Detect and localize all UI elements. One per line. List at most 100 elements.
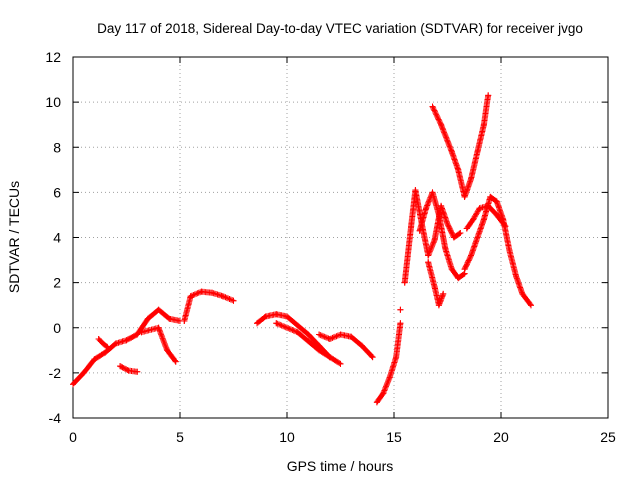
grid (73, 57, 608, 418)
data-trace (429, 92, 492, 200)
data-point (474, 234, 481, 241)
data-point (219, 293, 226, 300)
data-point (144, 315, 151, 322)
data-series-group (461, 193, 534, 309)
data-point (294, 322, 301, 329)
y-tick-label: -4 (49, 410, 62, 426)
data-point (423, 205, 430, 212)
y-tick-label: -2 (49, 365, 62, 381)
data-point (480, 121, 487, 128)
data-point (147, 327, 153, 333)
data-point (104, 343, 111, 350)
data-point (155, 324, 162, 331)
data-point (348, 333, 355, 340)
chart-title: Day 117 of 2018, Sidereal Day-to-day VTE… (97, 21, 583, 36)
data-point (164, 347, 171, 354)
data-point (198, 288, 205, 295)
data-point (112, 340, 119, 347)
data-point (476, 205, 483, 212)
data-point (358, 342, 365, 349)
data-point (393, 354, 400, 361)
data-point (397, 306, 404, 313)
data-point (502, 223, 509, 230)
data-trace (461, 193, 534, 309)
data-point (468, 175, 474, 182)
data-point (435, 211, 442, 218)
data-point (316, 331, 323, 338)
data-point (480, 216, 487, 223)
data-point (294, 329, 301, 336)
data-point (463, 225, 470, 232)
data-point (134, 368, 141, 375)
data-trace (425, 259, 447, 309)
data-point (102, 349, 109, 356)
data-point (125, 367, 132, 374)
data-point (397, 320, 404, 327)
data-point (380, 390, 387, 397)
x-tick-label: 15 (386, 429, 402, 445)
data-point (166, 315, 173, 322)
data-point (519, 290, 526, 297)
data-series-group (463, 202, 509, 232)
x-tick-label: 20 (493, 429, 509, 445)
data-point (209, 289, 216, 296)
axis-ticks: 0 5 10 15 20 25 -4 -2 0 2 4 6 8 10 12 (45, 49, 616, 445)
data-point (123, 337, 130, 344)
data-trace (373, 320, 404, 406)
data-point (138, 329, 145, 336)
data-point (461, 193, 468, 200)
data-series-group (425, 259, 447, 309)
data-point (429, 103, 436, 110)
data-point (485, 92, 492, 99)
data-point (284, 313, 290, 320)
data-point (187, 293, 194, 300)
data-series (70, 92, 534, 406)
data-point (254, 320, 260, 327)
y-tick-label: 8 (53, 139, 61, 155)
data-point (326, 336, 333, 342)
x-tick-label: 10 (279, 429, 295, 445)
data-point (155, 306, 162, 313)
data-point (470, 216, 477, 223)
data-series-group (416, 189, 468, 282)
data-point (401, 279, 408, 286)
data-point (181, 318, 188, 324)
data-series-group (429, 92, 492, 200)
data-point (70, 381, 76, 388)
data-point (80, 369, 87, 376)
y-tick-label: 12 (45, 49, 61, 65)
data-point (493, 211, 500, 218)
data-point (440, 290, 447, 297)
data-point (95, 336, 102, 342)
data-point (305, 331, 312, 338)
data-point (305, 338, 312, 345)
data-point (455, 166, 462, 173)
x-tick-label: 0 (69, 429, 77, 445)
data-series-group (401, 187, 464, 286)
y-tick-label: 6 (53, 184, 61, 200)
data-point (474, 148, 481, 155)
data-series-group (70, 306, 183, 388)
data-point (448, 266, 455, 273)
data-point (435, 302, 442, 309)
data-point (425, 259, 432, 266)
y-tick-label: 10 (45, 94, 61, 110)
x-axis-title: GPS time / hours (287, 458, 394, 474)
data-series-group (273, 320, 344, 367)
data-trace (181, 288, 237, 324)
data-series-group (181, 288, 237, 324)
data-point (369, 354, 376, 361)
data-point (337, 331, 344, 338)
data-series-group (373, 320, 404, 406)
y-tick-label: 4 (53, 230, 61, 246)
data-point (468, 252, 474, 259)
x-tick-label: 25 (600, 429, 616, 445)
data-series-group (397, 306, 404, 313)
data-point (450, 234, 457, 241)
data-point (91, 356, 98, 363)
data-point (386, 374, 393, 381)
data-series-group (95, 336, 111, 350)
data-point (429, 189, 436, 196)
